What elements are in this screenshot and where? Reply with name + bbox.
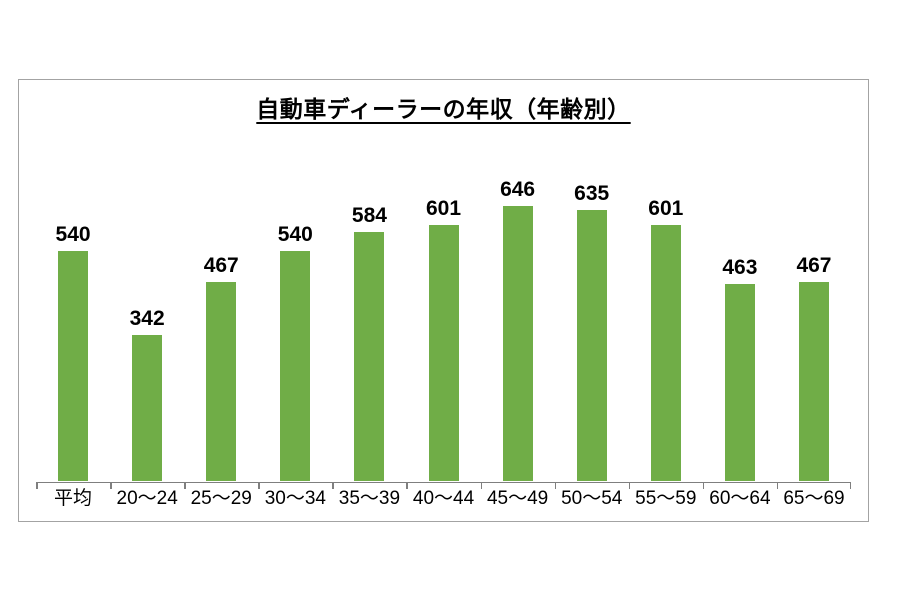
bar-value-label: 467 — [796, 253, 832, 277]
chart-title: 自動車ディーラーの年収（年齢別） — [256, 96, 631, 122]
bar-column: 584 — [332, 140, 406, 481]
x-tick-label: 20〜24 — [116, 488, 178, 509]
bar-column: 540 — [36, 140, 110, 481]
bar-column: 467 — [777, 140, 851, 481]
bar-value-label: 540 — [277, 222, 313, 246]
x-axis-tick — [554, 482, 557, 489]
x-axis-line — [36, 481, 851, 489]
bar-column: 467 — [184, 140, 258, 481]
x-tick-label: 40〜44 — [412, 488, 475, 509]
bar-value-label: 601 — [425, 196, 462, 220]
bar — [428, 224, 459, 481]
bar — [798, 281, 829, 481]
chart-frame: 自動車ディーラーの年収（年齢別） 540 342 467 540 584 601 646 63… — [18, 79, 869, 522]
bar — [58, 250, 89, 481]
x-tick-label: 30〜34 — [264, 488, 326, 509]
bar-column: 342 — [110, 140, 184, 481]
bar-value-label: 584 — [351, 204, 387, 228]
bar — [280, 250, 311, 481]
bar-value-label: 467 — [203, 253, 239, 277]
x-axis-tick — [628, 482, 631, 489]
bar — [354, 232, 385, 481]
x-axis-tick — [406, 482, 408, 489]
x-tick-label: 25〜29 — [190, 488, 252, 509]
bar-column: 601 — [406, 140, 480, 481]
x-tick-label: 50〜54 — [561, 488, 623, 509]
x-tick-label: 平均 — [54, 488, 93, 509]
x-axis-tick — [480, 482, 483, 489]
x-axis-tick — [110, 482, 112, 489]
bar-value-label: 342 — [129, 307, 165, 331]
bar-column: 540 — [258, 140, 332, 481]
x-tick-label: 35〜39 — [338, 488, 401, 509]
bar — [206, 281, 237, 481]
bar-value-label: 601 — [648, 196, 684, 220]
bar — [132, 335, 163, 481]
bar — [502, 205, 533, 481]
bars-container: 540 342 467 540 584 601 646 635 601 463 467 — [36, 140, 851, 481]
x-tick-label: 45〜49 — [486, 488, 549, 509]
bar-column: 646 — [481, 140, 555, 481]
x-axis-tick — [702, 482, 705, 489]
plot-area: 540 342 467 540 584 601 646 635 601 463 467 — [36, 140, 851, 489]
x-axis-tick — [258, 482, 260, 489]
x-axis-tick — [776, 482, 779, 489]
bar — [650, 224, 681, 481]
x-tick-label: 60〜64 — [709, 488, 771, 509]
x-axis-tick — [849, 482, 851, 489]
bar — [576, 210, 607, 481]
bar-value-label: 463 — [722, 255, 758, 279]
bar-column: 601 — [629, 140, 703, 481]
bar-column: 463 — [703, 140, 777, 481]
x-axis-labels: 平均 20〜24 25〜29 30〜34 35〜39 40〜44 45〜49 50〜54 55〜… — [36, 488, 851, 511]
bar-column: 635 — [555, 140, 629, 481]
x-axis-tick — [184, 482, 186, 489]
bar-value-label: 540 — [55, 222, 91, 246]
x-tick-label: 65〜69 — [783, 488, 845, 509]
x-axis-tick — [332, 482, 334, 489]
bar-value-label: 635 — [574, 182, 610, 206]
x-axis-tick — [36, 482, 38, 489]
bar — [724, 283, 755, 481]
bar-value-label: 646 — [500, 177, 536, 201]
x-tick-label: 55〜59 — [635, 488, 697, 509]
